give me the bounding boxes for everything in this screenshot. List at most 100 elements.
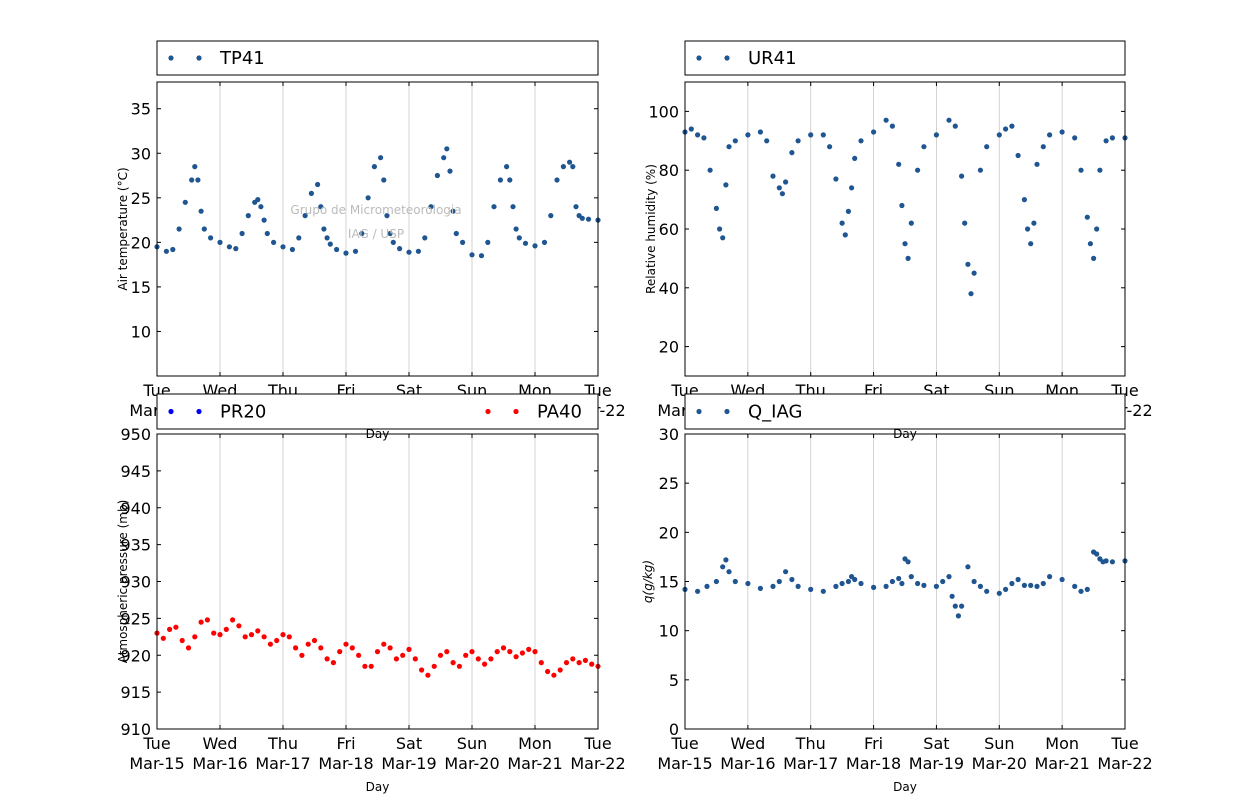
data-point (343, 250, 349, 256)
data-point (274, 637, 280, 644)
data-point (245, 213, 251, 219)
y-tick-label: 20 (659, 338, 679, 357)
data-point (776, 578, 782, 585)
data-point (318, 645, 324, 651)
x-tick-label-date: Mar-15 (657, 754, 712, 773)
data-point (267, 641, 273, 647)
data-point (1009, 580, 1015, 587)
data-point (315, 181, 321, 188)
data-point (412, 656, 418, 662)
data-point (795, 583, 801, 590)
y-tick-label: 100 (648, 102, 679, 121)
x-tick-label-day: Thu (795, 734, 826, 753)
y-tick-label: 10 (131, 322, 151, 341)
data-point (1028, 582, 1034, 589)
data-point (378, 155, 384, 161)
chart-temp: 101520253035TueMar-15WedMar-16ThuMar-17F… (116, 40, 626, 441)
data-point (908, 220, 914, 226)
data-point (239, 230, 245, 237)
data-point (456, 663, 462, 669)
data-point (902, 241, 908, 247)
data-point (444, 146, 450, 152)
x-tick-label-date: Mar-19 (909, 754, 964, 773)
data-point (1034, 583, 1040, 590)
x-tick-label-date: Mar-16 (720, 754, 775, 773)
x-tick-label-date: Mar-20 (444, 754, 499, 773)
data-point (585, 216, 592, 222)
data-point (182, 199, 188, 205)
data-point (905, 559, 911, 565)
data-point (757, 585, 764, 592)
x-tick-label-date: Mar-16 (192, 754, 247, 773)
data-point (255, 628, 261, 634)
data-point (959, 173, 965, 179)
plot-frame (684, 433, 1126, 730)
data-point (971, 578, 977, 585)
data-point (858, 138, 864, 144)
data-point (899, 202, 905, 209)
legend: PR20 PA40 (156, 393, 599, 430)
data-point (447, 168, 453, 174)
data-point (576, 660, 582, 666)
y-tick-label: 910 (120, 720, 151, 739)
data-point (261, 634, 267, 640)
data-point (504, 164, 510, 170)
data-point (513, 654, 519, 660)
data-point (560, 164, 567, 170)
data-point (820, 588, 826, 594)
data-point (688, 126, 694, 132)
data-point (977, 167, 984, 173)
data-point (444, 649, 450, 655)
data-point (545, 668, 551, 675)
data-point (745, 580, 751, 587)
data-point (236, 623, 242, 629)
data-point (513, 226, 519, 232)
legend-marker (724, 55, 730, 61)
data-point (849, 185, 855, 191)
legend-marker (724, 408, 730, 415)
data-point (717, 226, 723, 232)
data-point (842, 232, 848, 238)
x-tick-label-day: Tue (1110, 734, 1138, 753)
data-point (507, 177, 513, 183)
data-point (334, 246, 340, 253)
data-point (390, 239, 396, 245)
y-tick-label: 15 (659, 573, 679, 592)
y-tick-label: 80 (659, 161, 679, 180)
y-tick-label: 20 (659, 523, 679, 542)
data-point (475, 656, 481, 662)
data-point (255, 197, 261, 203)
y-axis-label: Air temperature (°C) (116, 167, 130, 290)
x-tick-label-date: Mar-21 (507, 754, 562, 773)
data-point (949, 593, 955, 599)
data-point (921, 582, 927, 589)
data-point (1059, 129, 1065, 135)
data-point (406, 249, 412, 255)
data-point (795, 138, 801, 144)
data-point (526, 646, 532, 653)
data-point (397, 246, 403, 252)
watermark: Grupo de Micrometeorologia IAG / USP (290, 203, 461, 241)
data-point (839, 220, 845, 226)
data-point (871, 129, 877, 135)
data-point (185, 645, 192, 651)
data-point (720, 564, 726, 570)
data-point (176, 226, 182, 232)
data-point (217, 239, 223, 245)
data-point (365, 195, 371, 201)
data-point (538, 660, 544, 666)
legend-frame (684, 393, 1126, 430)
data-point (852, 155, 858, 161)
data-point (827, 144, 833, 150)
data-point (318, 204, 324, 210)
legend-label: Q_IAG (748, 402, 802, 423)
plot-frame (156, 433, 599, 730)
x-tick-label-date: Mar-18 (846, 754, 901, 773)
data-point (1003, 126, 1009, 132)
data-point (1103, 138, 1109, 144)
data-point (264, 230, 270, 237)
legend-marker (485, 408, 491, 415)
data-point (271, 239, 277, 245)
data-point (732, 138, 738, 144)
data-point (745, 132, 751, 138)
